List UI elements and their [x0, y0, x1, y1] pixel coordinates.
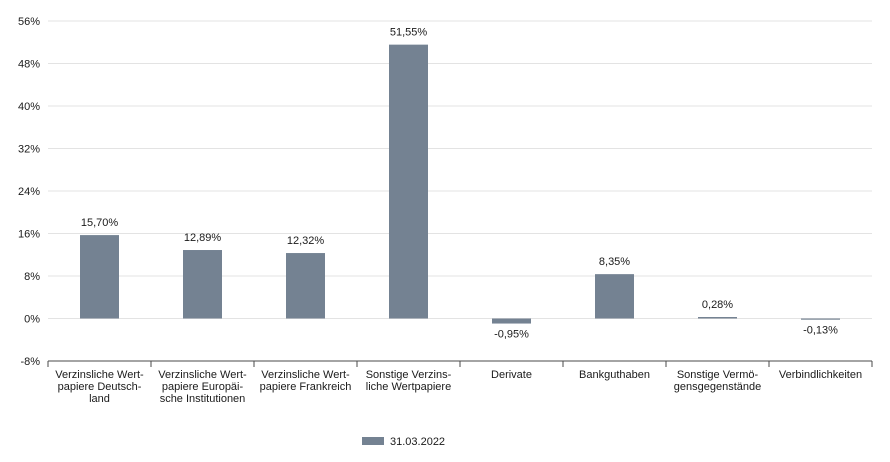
gridlines	[48, 20, 872, 362]
category-label-line: liche Wertpapiere	[366, 381, 451, 393]
category-label-line: Derivate	[491, 369, 532, 381]
category-label-line: Verzinsliche Wert-	[261, 369, 350, 381]
category-label: Verzinsliche Wert-papiere Frankreich	[260, 369, 352, 393]
y-tick-label: 56%	[18, 16, 40, 28]
category-label-line: sche Institutionen	[160, 393, 246, 405]
category-label-line: Sonstige Verzins-	[366, 369, 452, 381]
data-label: -0,13%	[803, 325, 838, 337]
bar	[389, 44, 428, 319]
category-label-line: papiere Deutsch-	[58, 381, 142, 393]
bar	[80, 235, 119, 319]
category-label-line: Bankguthaben	[579, 369, 650, 381]
data-label: 51,55%	[390, 27, 428, 39]
bar	[492, 318, 531, 324]
category-label-line: papiere Europäi-	[162, 381, 244, 393]
bars: 15,70% 12,89% 12,32% 51,55% -0,95% 8,35% 0,28%…	[80, 27, 840, 341]
data-label: 15,70%	[81, 217, 119, 229]
category-label: Bankguthaben	[579, 369, 650, 381]
data-label: 12,89%	[184, 232, 222, 244]
bar	[595, 274, 634, 319]
category-label: Verzinsliche Wert-papiere Europäi-sche I…	[158, 369, 247, 405]
x-axis: Verzinsliche Wert-papiere Deutsch-landVe…	[47, 360, 873, 405]
category-label: Derivate	[491, 369, 532, 381]
category-label: Verbindlichkeiten	[779, 369, 862, 381]
category-label: Sonstige Vermö-gensgegenstände	[674, 369, 761, 393]
category-label-line: papiere Frankreich	[260, 381, 352, 393]
y-tick-label: 0%	[24, 314, 40, 326]
y-tick-label: -8%	[20, 356, 40, 368]
bar	[286, 253, 325, 319]
data-label: -0,95%	[494, 329, 529, 341]
bar	[183, 250, 222, 319]
category-label-line: Verbindlichkeiten	[779, 369, 862, 381]
category-label: Sonstige Verzins-liche Wertpapiere	[366, 369, 452, 393]
y-tick-label: 16%	[18, 229, 40, 241]
y-tick-label: 8%	[24, 271, 40, 283]
data-label: 12,32%	[287, 235, 325, 247]
legend: 31.03.2022	[362, 436, 445, 448]
legend-swatch	[362, 437, 384, 445]
y-tick-label: 40%	[18, 101, 40, 113]
bar	[698, 317, 737, 319]
legend-label: 31.03.2022	[390, 436, 445, 448]
category-label-line: Verzinsliche Wert-	[158, 369, 247, 381]
data-label: 8,35%	[599, 256, 630, 268]
category-label-line: Verzinsliche Wert-	[55, 369, 144, 381]
y-tick-label: 32%	[18, 144, 40, 156]
category-label-line: gensgegenstände	[674, 381, 761, 393]
y-axis: 56% 48% 40% 32% 24% 16% 8% 0% -8%	[18, 16, 40, 368]
category-label-line: Sonstige Vermö-	[677, 369, 759, 381]
y-tick-label: 24%	[18, 186, 40, 198]
bar	[801, 318, 840, 320]
category-label: Verzinsliche Wert-papiere Deutsch-land	[55, 369, 144, 405]
category-label-line: land	[89, 393, 110, 405]
y-tick-label: 48%	[18, 59, 40, 71]
data-label: 0,28%	[702, 299, 733, 311]
